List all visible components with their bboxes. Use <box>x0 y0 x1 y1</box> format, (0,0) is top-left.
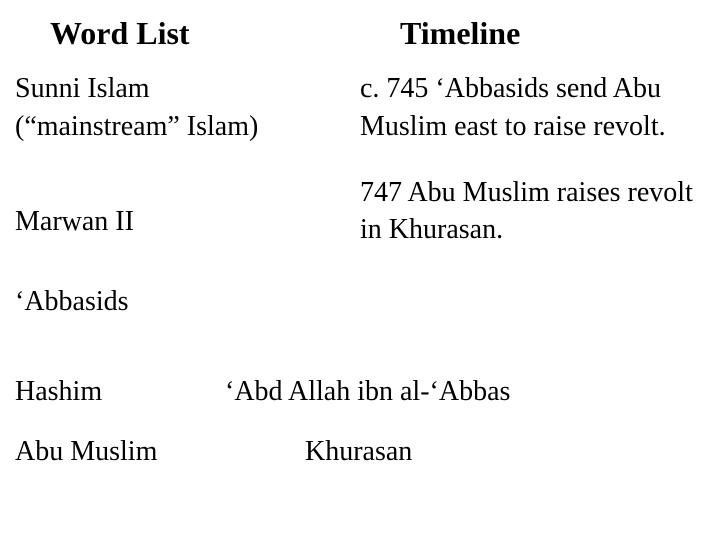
word-item-sunni-line2: (“mainstream” Islam) <box>15 108 355 146</box>
word-item-sunni: Sunni Islam (“mainstream” Islam) <box>15 70 355 146</box>
word-item-marwan: Marwan II <box>15 206 355 238</box>
bottom-label-hashim: Hashim <box>15 376 215 408</box>
word-item-abbasids: ‘Abbasids <box>15 286 355 318</box>
content-row: Sunni Islam (“mainstream” Islam) Marwan … <box>0 52 720 346</box>
timeline-event-1: c. 745 ‘Abbasids send Abu Muslim east to… <box>360 70 720 146</box>
bottom-row-hashim: Hashim ‘Abd Allah ibn al-‘Abbas <box>15 376 720 408</box>
bottom-content-abdallah: ‘Abd Allah ibn al-‘Abbas <box>215 376 720 408</box>
timeline-header: Timeline <box>390 15 520 52</box>
header-row: Word List Timeline <box>0 0 720 52</box>
bottom-section: Hashim ‘Abd Allah ibn al-‘Abbas Abu Musl… <box>0 346 720 468</box>
bottom-row-abumuslim: Abu Muslim Khurasan <box>15 436 720 468</box>
word-list-column: Sunni Islam (“mainstream” Islam) Marwan … <box>0 70 355 346</box>
timeline-event-2: 747 Abu Muslim raises revolt in Khurasan… <box>360 174 720 250</box>
word-item-sunni-line1: Sunni Islam <box>15 70 355 108</box>
word-list-header: Word List <box>0 15 390 52</box>
bottom-label-abumuslim: Abu Muslim <box>15 436 215 468</box>
timeline-column: c. 745 ‘Abbasids send Abu Muslim east to… <box>355 70 720 346</box>
bottom-content-khurasan: Khurasan <box>215 436 720 468</box>
